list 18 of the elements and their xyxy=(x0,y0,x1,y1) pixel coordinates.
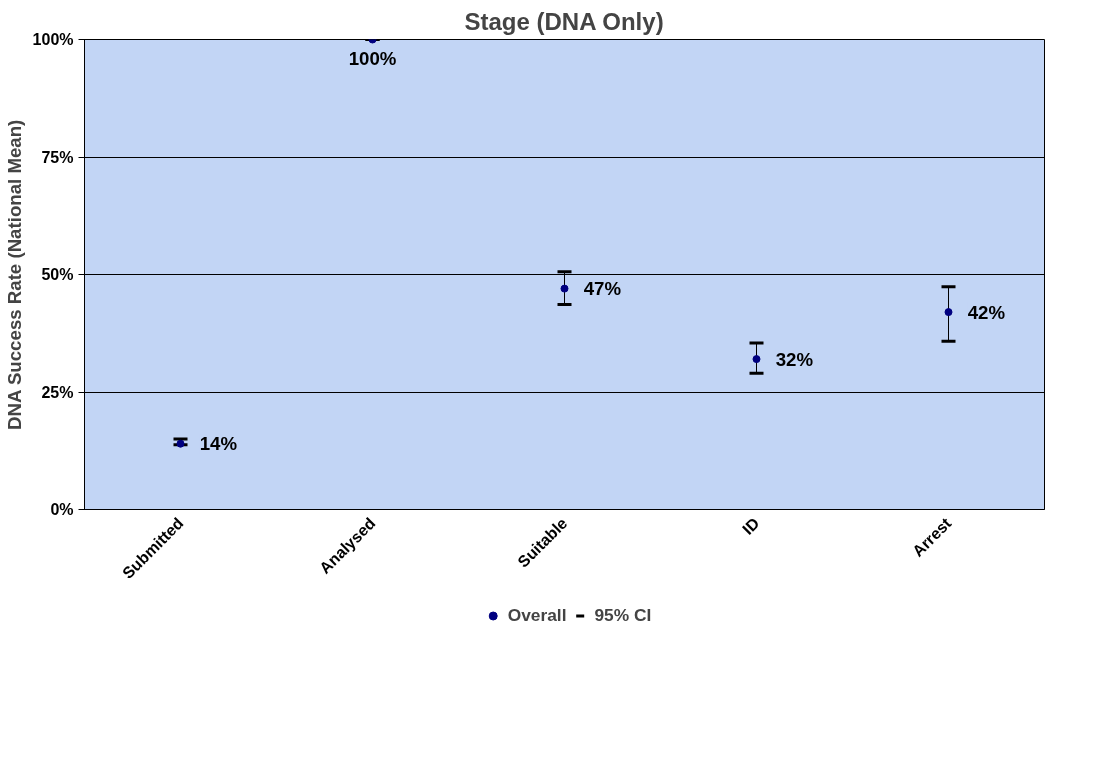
text: 14% xyxy=(199,433,238,455)
text: 95% CI xyxy=(594,604,652,626)
point xyxy=(560,284,569,293)
chart-title: Stage (DNA Only) xyxy=(464,7,664,35)
y-tick-label: 0% xyxy=(50,501,74,518)
point xyxy=(944,308,953,317)
text: 100% xyxy=(348,47,397,69)
legend-label: Overall xyxy=(507,604,567,626)
y-tick-label: 50% xyxy=(41,266,74,283)
y-tick-label: 100% xyxy=(32,31,74,48)
y-tick-label: 25% xyxy=(41,383,74,401)
y-axis-title: DNA Success Rate (National Mean) xyxy=(3,119,25,431)
text: 47% xyxy=(583,278,622,300)
y-tick-label: 75% xyxy=(41,148,74,166)
text: 42% xyxy=(967,301,1006,323)
text: 32% xyxy=(775,348,814,370)
point xyxy=(752,355,761,364)
x-tick-label: ID xyxy=(739,514,763,538)
